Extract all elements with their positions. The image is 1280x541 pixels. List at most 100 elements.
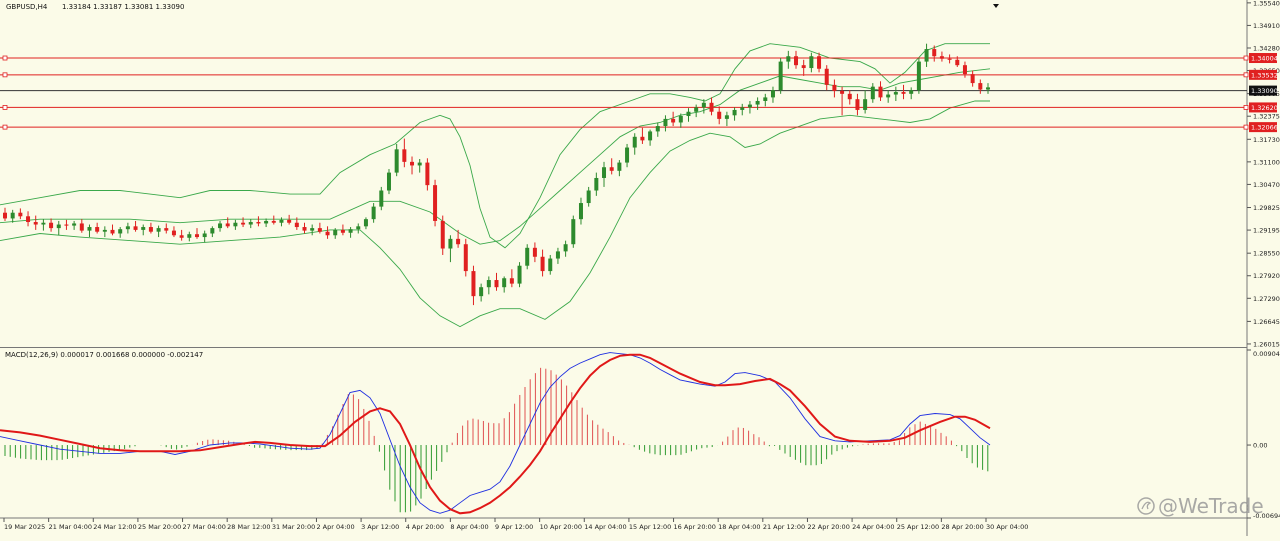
candle[interactable] <box>578 197 583 225</box>
candle[interactable] <box>402 138 407 168</box>
candle[interactable] <box>770 86 775 103</box>
candle[interactable] <box>171 226 176 238</box>
candle[interactable] <box>463 238 468 277</box>
candle[interactable] <box>540 249 545 277</box>
candle[interactable] <box>325 226 330 239</box>
candle[interactable] <box>425 158 430 191</box>
candle[interactable] <box>363 217 368 230</box>
candle[interactable] <box>479 283 484 302</box>
candle[interactable] <box>26 211 31 227</box>
candle[interactable] <box>72 220 77 230</box>
time-axis[interactable]: 19 Mar 2025 21 Mar 04:00 24 Mar 12:00 25 Ma… <box>3 518 1028 531</box>
candle[interactable] <box>817 52 822 73</box>
candle[interactable] <box>832 79 837 98</box>
candle[interactable] <box>824 65 829 91</box>
candle[interactable] <box>102 226 107 238</box>
candle[interactable] <box>778 58 783 94</box>
candle[interactable] <box>717 106 722 125</box>
candle[interactable] <box>356 223 361 234</box>
candle[interactable] <box>763 93 768 107</box>
candle[interactable] <box>417 158 422 173</box>
candle[interactable] <box>164 223 169 234</box>
candle[interactable] <box>809 52 814 73</box>
level-anchor[interactable] <box>1243 124 1249 130</box>
candle[interactable] <box>118 227 123 238</box>
candle[interactable] <box>156 225 161 238</box>
candle[interactable] <box>602 161 607 187</box>
candle[interactable] <box>202 230 207 243</box>
candle[interactable] <box>563 240 568 257</box>
candle[interactable] <box>133 220 138 232</box>
candle[interactable] <box>141 224 146 236</box>
candle[interactable] <box>625 143 630 168</box>
candle[interactable] <box>486 276 491 295</box>
candle[interactable] <box>694 104 699 118</box>
candle[interactable] <box>494 272 499 291</box>
candle[interactable] <box>732 107 737 121</box>
candle[interactable] <box>671 111 676 127</box>
candle[interactable] <box>64 219 69 230</box>
candle[interactable] <box>264 218 269 228</box>
candle[interactable] <box>256 216 261 227</box>
candle[interactable] <box>95 222 100 234</box>
candle[interactable] <box>786 50 791 69</box>
candle[interactable] <box>502 276 507 293</box>
candle[interactable] <box>840 86 845 116</box>
candle[interactable] <box>10 209 15 223</box>
candle[interactable] <box>333 228 338 239</box>
candle[interactable] <box>655 122 660 137</box>
candle[interactable] <box>248 219 253 229</box>
candle[interactable] <box>640 127 645 144</box>
candle[interactable] <box>617 160 622 177</box>
candles[interactable] <box>3 43 990 306</box>
candle[interactable] <box>555 247 560 264</box>
candle[interactable] <box>18 208 23 220</box>
candle[interactable] <box>218 220 223 232</box>
candle[interactable] <box>947 54 952 64</box>
candle[interactable] <box>125 222 130 234</box>
candle[interactable] <box>448 235 453 263</box>
candle[interactable] <box>663 115 668 132</box>
candle[interactable] <box>955 56 960 67</box>
candle[interactable] <box>56 220 61 236</box>
candle[interactable] <box>609 158 614 175</box>
candle[interactable] <box>509 269 514 288</box>
candle[interactable] <box>855 93 860 116</box>
level-anchor[interactable] <box>1243 105 1249 110</box>
candle[interactable] <box>371 203 376 223</box>
candle[interactable] <box>586 186 591 207</box>
candle[interactable] <box>747 100 752 114</box>
candle[interactable] <box>241 217 246 228</box>
candle[interactable] <box>686 108 691 122</box>
candle[interactable] <box>909 87 914 100</box>
candle[interactable] <box>110 224 115 236</box>
candle[interactable] <box>901 84 906 100</box>
candle[interactable] <box>348 227 353 238</box>
candle[interactable] <box>3 207 7 221</box>
candle[interactable] <box>87 224 92 238</box>
candle[interactable] <box>847 90 852 105</box>
candle[interactable] <box>755 97 760 110</box>
candle[interactable] <box>433 179 438 227</box>
candle[interactable] <box>594 172 599 196</box>
candle[interactable] <box>986 83 990 94</box>
candle[interactable] <box>302 222 307 234</box>
candle[interactable] <box>794 50 799 69</box>
candle[interactable] <box>49 218 54 232</box>
horizontal-levels[interactable] <box>0 55 1249 130</box>
candle[interactable] <box>878 81 883 101</box>
candle[interactable] <box>471 265 476 306</box>
candle[interactable] <box>924 43 929 67</box>
candle[interactable] <box>893 86 898 101</box>
candle[interactable] <box>978 79 983 94</box>
level-anchor[interactable] <box>2 105 8 110</box>
candle[interactable] <box>33 215 38 230</box>
candle[interactable] <box>709 97 714 116</box>
candle[interactable] <box>571 215 576 248</box>
candle[interactable] <box>317 222 322 234</box>
candle[interactable] <box>194 228 199 239</box>
candle[interactable] <box>932 45 937 62</box>
candle[interactable] <box>886 90 891 103</box>
